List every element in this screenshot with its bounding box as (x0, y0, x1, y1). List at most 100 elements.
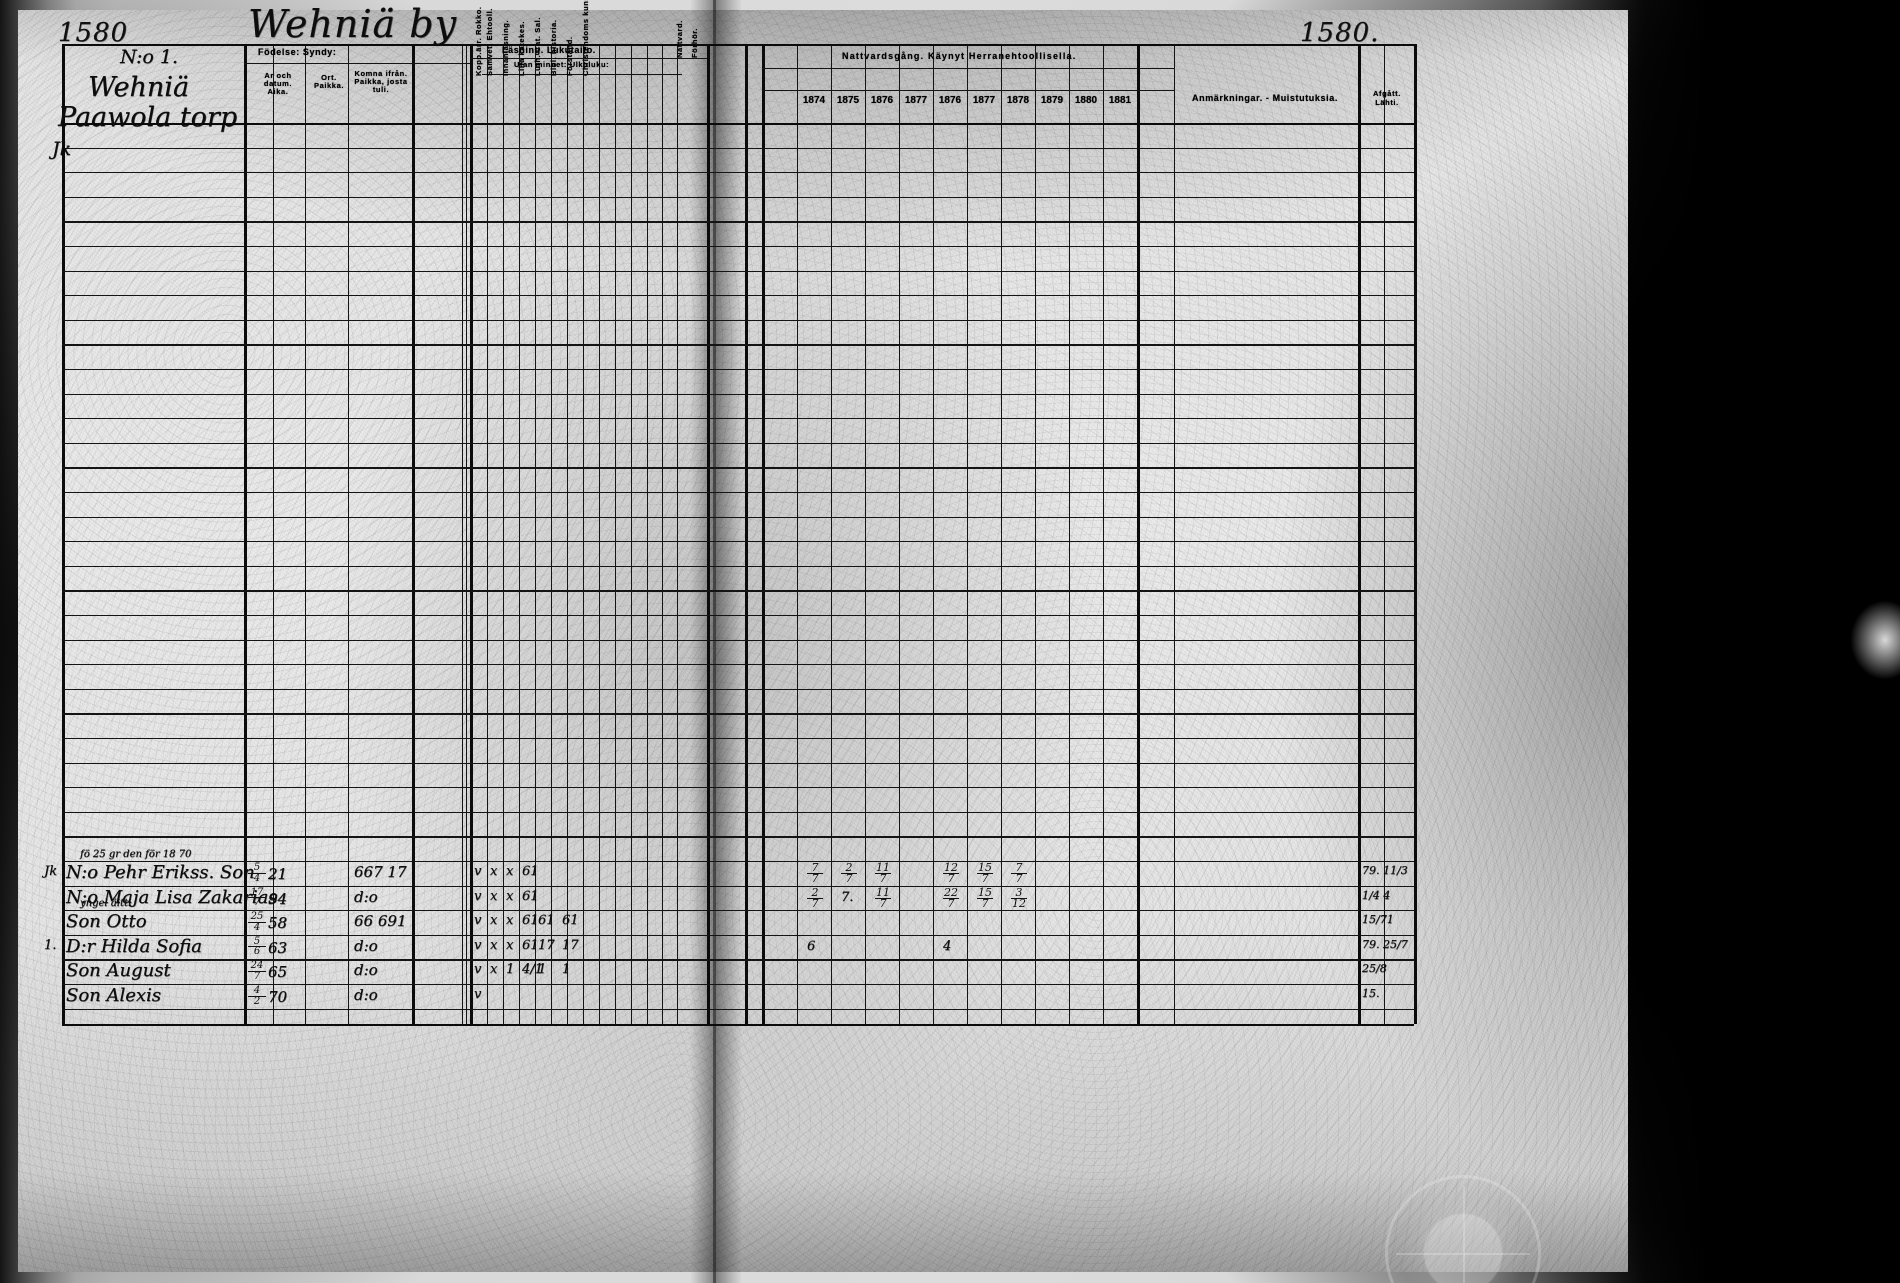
column-rule (615, 44, 617, 1024)
entry-name-0: N:o Pehr Erikss. Son (66, 862, 255, 883)
farm-name: Wehniä (88, 72, 190, 103)
header-right-vertical-0: Nattvard. (675, 20, 684, 58)
header-year-1877: 1877 (904, 95, 928, 106)
entry-birth-year-1: 94 (268, 889, 288, 908)
row-rule (62, 418, 1414, 420)
row-rule (62, 885, 1414, 887)
row-rule (62, 861, 1414, 863)
entry-mark-1-1: x (490, 888, 498, 904)
entry-extra-4: 1 (562, 962, 571, 978)
column-rule (519, 44, 521, 1024)
column-rule (551, 44, 553, 1024)
row-rule (62, 1008, 1414, 1010)
header-bottom-rule (62, 123, 1414, 126)
column-rule (1001, 44, 1003, 1024)
column-rule (865, 44, 867, 1024)
entry-mark-3-3: 61 (522, 937, 539, 953)
entry-mark-3-0: v (474, 937, 482, 953)
entry-birth-year-4: 65 (268, 963, 288, 982)
column-rule (273, 44, 275, 1024)
column-rule (1358, 44, 1361, 1024)
entry-name-3: D:r Hilda Sofia (66, 935, 202, 957)
column-rule (487, 44, 489, 1024)
column-rule (1174, 44, 1176, 1024)
column-rule (762, 44, 765, 1024)
row-rule (62, 934, 1414, 937)
entry-communion-1-5: 15 7 (977, 885, 993, 911)
row-rule (62, 836, 1414, 838)
entry-from-0: 667 17 (354, 863, 407, 881)
entry-communion-1-4: 22 7 (943, 885, 959, 911)
column-rule (933, 44, 935, 1024)
header-fodelse-year: Ar och datum. Aika. (263, 71, 293, 96)
row-rule (62, 246, 1414, 248)
row-rule (62, 270, 1414, 272)
row-rule (62, 713, 1414, 715)
entry-mark-4-1: x (490, 962, 498, 978)
row-rule (62, 393, 1414, 395)
entry-communion-1-1: 7. (841, 889, 854, 905)
row-rule (62, 762, 1414, 764)
entry-mark-2-1: x (490, 913, 498, 929)
column-rule (412, 44, 415, 1024)
entry-name-4: Son August (66, 960, 171, 982)
entry-communion-0-5: 15 7 (977, 861, 993, 886)
header-lasning: Läsning. Lukutaito. (502, 45, 596, 55)
entry-birth-date-1: 17 7 (248, 887, 266, 908)
column-rule (1414, 44, 1417, 1024)
header-year-1881: 1881 (1108, 95, 1132, 106)
column-rule (967, 44, 969, 1024)
header-year-1877: 1877 (972, 95, 996, 106)
header-year-1876: 1876 (938, 95, 962, 106)
column-rule (1384, 44, 1386, 1024)
book-gutter-line (713, 0, 716, 1283)
header-lasning-col-5: Christendoms kunskap. (581, 0, 590, 76)
row-rule (62, 516, 1414, 518)
entry-communion-1-6: 3 12 (1011, 885, 1027, 911)
row-rule (62, 984, 1414, 986)
entry-mark-2-0: v (474, 913, 482, 929)
column-rule (647, 44, 649, 1024)
row-rule (62, 688, 1414, 691)
row-rule (62, 910, 1414, 912)
header-lasning-col-1: Lilla katekes. (517, 20, 526, 76)
header-vertical-1: Samvet. Ehtooll. (485, 8, 494, 76)
row-rule (62, 369, 1414, 371)
entry-afgatt-0: 79. 11/3 (1362, 864, 1408, 877)
column-rule (1035, 44, 1037, 1024)
column-rule (62, 44, 65, 1024)
entry-mark-1-2: x (506, 888, 514, 904)
column-rule (503, 44, 505, 1024)
entry-afgatt-4: 25/8 (1362, 962, 1387, 976)
column-rule (466, 44, 468, 1024)
row-rule (62, 172, 1414, 174)
column-rule (745, 44, 748, 1024)
column-rule (677, 44, 679, 1024)
entry-birth-date-4: 24 7 (248, 961, 266, 981)
entry-communion-0-4: 12 7 (943, 861, 959, 886)
entry-name-1: N:o Maja Lisa Zakarias (66, 886, 278, 908)
entry-mark-0-0: v (474, 864, 482, 879)
row-rule (62, 147, 1414, 149)
column-rule (599, 44, 601, 1024)
column-rule (535, 44, 537, 1024)
column-rule (631, 44, 633, 1024)
entry-extra-2: 61 (562, 913, 579, 929)
entry-mark-3-2: x (506, 937, 514, 953)
row-rule (62, 959, 1414, 961)
entry-name-2: Son Otto (66, 911, 147, 933)
header-utan-minnet: Utan minnet: Ulkoluku: (514, 60, 610, 69)
entry-mark-4-4: 1 (538, 962, 547, 978)
entry-mark-2-3: 61 (522, 913, 539, 929)
entry-afgatt-1: 1/4 4 (1362, 888, 1391, 902)
entry-mark-2-4: 61 (538, 913, 555, 929)
farm-sub-name: Paawola torp (58, 102, 238, 133)
entry-mark-0-2: x (506, 864, 514, 879)
column-rule (305, 44, 307, 1024)
scan-light-spot (1850, 600, 1900, 680)
table-bottom-rule (62, 1024, 1414, 1027)
